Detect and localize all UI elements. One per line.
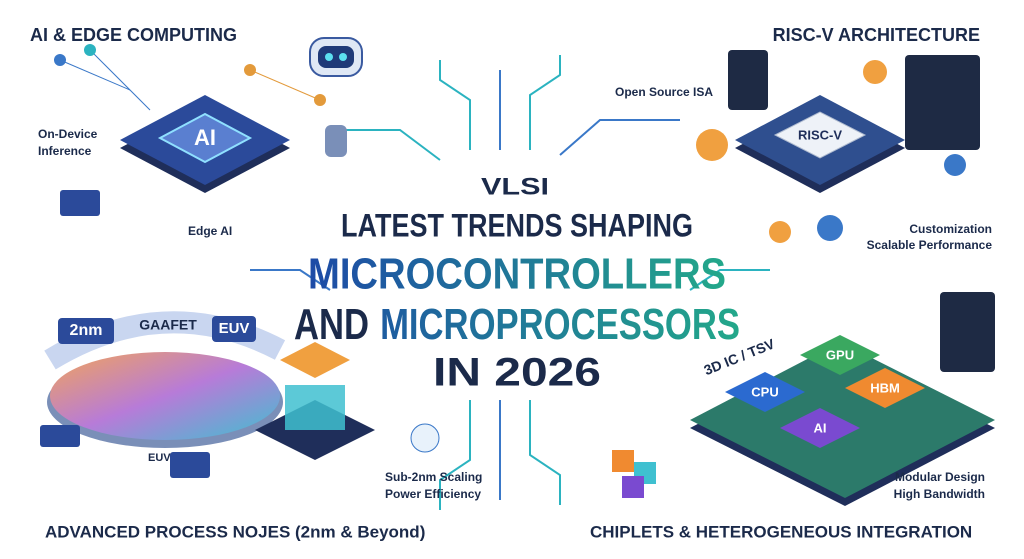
edge <box>249 69 321 101</box>
package <box>170 452 210 478</box>
wafer <box>50 352 280 440</box>
circuit-traces <box>250 55 770 510</box>
ai-chip: AI <box>120 95 290 193</box>
chip-label: GPU <box>826 347 854 362</box>
cube <box>622 476 644 498</box>
robot-face <box>318 46 354 68</box>
tag: 2nm <box>70 322 103 339</box>
tag-box <box>212 316 256 342</box>
node <box>54 54 66 66</box>
riscv-chip: RISC-V <box>735 95 905 193</box>
trace <box>439 400 471 510</box>
label: Scalable Performance <box>867 238 993 252</box>
kicker: VLSI <box>481 173 549 200</box>
trace <box>529 400 561 505</box>
label: Open Source ISA <box>615 85 713 99</box>
tag: EUV <box>219 320 250 337</box>
gear <box>863 60 887 84</box>
chip-label: AI <box>194 125 216 150</box>
database <box>325 125 347 157</box>
tag: GAAFET <box>139 317 197 333</box>
headline-part: AND <box>294 300 369 349</box>
chip-label: AI <box>814 420 827 435</box>
network <box>54 44 326 111</box>
power-icon <box>410 423 440 453</box>
code-window <box>905 55 980 150</box>
chiplet <box>800 335 880 375</box>
chip-die <box>157 112 253 164</box>
chip-stack <box>285 385 345 430</box>
headline: IN 2026 <box>433 351 601 395</box>
node <box>84 44 96 56</box>
chiplet <box>780 408 860 448</box>
headline: ANDMICROPROCESSORS <box>294 300 740 349</box>
label: Edge AI <box>188 224 232 238</box>
package <box>40 425 80 447</box>
robot-eye <box>339 53 347 61</box>
trace <box>330 129 441 161</box>
node <box>314 94 326 106</box>
headline: MICROCONTROLLERS <box>308 250 726 299</box>
code-window <box>728 50 768 110</box>
section-title: AI & EDGE COMPUTING <box>30 25 237 45</box>
chip-top <box>280 342 350 378</box>
label: Modular Design <box>895 470 985 484</box>
trace <box>689 269 770 291</box>
gear <box>769 221 791 243</box>
trace <box>529 55 561 150</box>
edge <box>89 49 151 111</box>
code-window <box>940 292 995 372</box>
section-title: CHIPLETS & HETEROGENEOUS INTEGRATION <box>590 522 972 541</box>
label: Power Efficiency <box>385 487 481 501</box>
label: On-Device <box>38 127 98 141</box>
chiplet <box>845 368 925 408</box>
chip-label: RISC-V <box>798 127 842 142</box>
edge <box>59 59 131 91</box>
label: Customization <box>909 222 992 236</box>
trace <box>559 119 680 156</box>
label: Sub-2nm Scaling <box>385 470 482 484</box>
chiplet-board: GPU CPU HBM AI <box>690 335 995 506</box>
node <box>244 64 256 76</box>
tag: EUV <box>148 452 171 464</box>
label: High Bandwidth <box>894 487 985 501</box>
chip-die <box>773 111 867 159</box>
chiplet <box>725 372 805 412</box>
gear <box>696 129 728 161</box>
section-title: RISC-V ARCHITECTURE <box>773 25 980 45</box>
tag-box <box>58 318 114 344</box>
stacked-chip <box>255 342 375 460</box>
edge-device <box>60 190 100 216</box>
robot <box>309 37 363 77</box>
headline-part: MICROPROCESSORS <box>380 300 740 349</box>
trace <box>250 269 331 291</box>
robot-eye <box>325 53 333 61</box>
section-title: ADVANCED PROCESS NOJES (2nm & Beyond) <box>45 522 425 541</box>
chip-label: CPU <box>751 384 778 399</box>
gear <box>944 154 966 176</box>
label: Inference <box>38 144 92 158</box>
chip-label: HBM <box>870 380 900 395</box>
gear <box>817 215 843 241</box>
trace <box>439 60 471 150</box>
cube <box>612 450 634 472</box>
headline: LATEST TRENDS SHAPING <box>341 207 693 243</box>
